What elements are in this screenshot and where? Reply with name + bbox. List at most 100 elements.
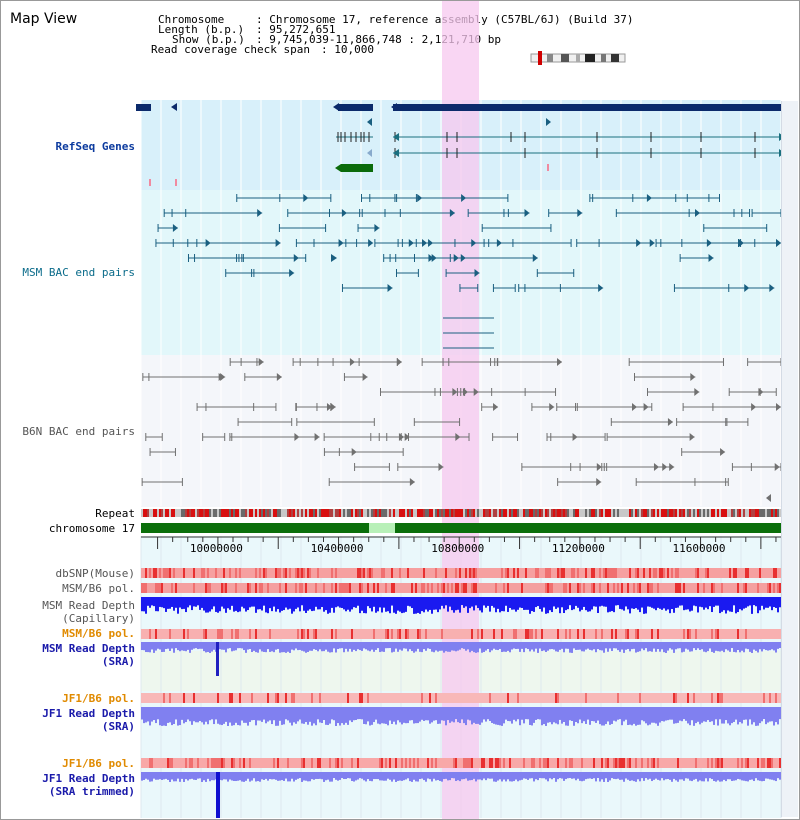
msm-depth-sra-bar: [561, 642, 563, 649]
msm-depth-sra-bar: [505, 642, 507, 652]
msm-bac-pair-arrow: [649, 239, 655, 247]
msm-depth-sra-bar: [545, 642, 547, 652]
track-label-msm-depth-capillary[interactable]: MSM Read Depth (Capillary): [42, 599, 135, 625]
track-label-msm-b6-pol-sra[interactable]: MSM/B6 pol.: [62, 627, 135, 640]
jf1-depth-trim-bar: [661, 772, 663, 779]
msm-b6-pol-mark: [341, 583, 343, 593]
msm-b6-pol-sra-mark: [647, 629, 649, 639]
msm-b6-pol-mark: [749, 583, 751, 593]
msm-b6-pol-mark: [197, 583, 199, 593]
jf1-b6-pol-trim-mark: [175, 758, 177, 768]
msm-depth-sra-bar: [719, 642, 721, 652]
jf1-b6-pol-trim-mark: [289, 758, 291, 768]
jf1-b6-pol-trim-mark: [165, 758, 167, 768]
jf1-depth-trim-bar: [711, 772, 713, 780]
jf1-depth-trim-bar: [419, 772, 421, 780]
msm-bac-pair-arrow: [769, 284, 775, 292]
msm-depth-sra-bar: [585, 642, 587, 650]
msm-depth-capillary-bar: [635, 597, 637, 609]
jf1-b6-pol-mark: [543, 693, 545, 703]
track-label-msm-depth-sra[interactable]: MSM Read Depth (SRA): [42, 642, 135, 668]
msm-b6-pol-mark: [503, 583, 505, 593]
dbsnp-mark: [627, 568, 629, 578]
msm-b6-pol-sra-mark: [335, 629, 337, 639]
repeat-mark: [319, 509, 321, 517]
track-label-jf1-depth-trimmed[interactable]: JF1 Read Depth (SRA trimmed): [42, 772, 135, 798]
dbsnp-mark: [593, 568, 595, 578]
msm-b6-pol-sra-mark: [561, 629, 563, 639]
msm-depth-sra-bar: [267, 642, 269, 650]
track-label-dbsnp[interactable]: dbSNP(Mouse): [55, 567, 135, 580]
jf1-b6-pol-mark: [613, 693, 615, 703]
msm-depth-capillary-bar: [331, 597, 333, 608]
jf1-b6-pol-trim-mark: [393, 758, 395, 768]
dbsnp-mark: [449, 568, 451, 578]
dbsnp-mark: [155, 568, 157, 578]
jf1-depth-sra-bar: [509, 707, 511, 722]
dbsnp-mark: [643, 568, 645, 578]
msm-depth-capillary-bar: [149, 597, 151, 608]
repeat-mark: [431, 509, 433, 517]
jf1-b6-pol-mark: [627, 693, 629, 703]
jf1-depth-sra-bar: [153, 707, 155, 721]
track-label-chromosome[interactable]: chromosome 17: [48, 522, 135, 535]
jf1-b6-pol-mark: [209, 693, 211, 703]
jf1-b6-pol-mark: [171, 693, 173, 703]
jf1-b6-pol-mark: [333, 693, 335, 703]
msm-b6-pol-mark: [291, 583, 293, 593]
repeat-mark: [687, 509, 689, 517]
track-label-b6n-bac[interactable]: B6N BAC end pairs: [22, 425, 135, 438]
track-label-msm-bac[interactable]: MSM BAC end pairs: [22, 266, 135, 279]
jf1-b6-pol-trim-mark: [307, 758, 309, 768]
msm-b6-pol-mark: [437, 583, 439, 593]
msm-b6-pol-sra-mark: [757, 629, 759, 639]
jf1-depth-sra-bar: [155, 707, 157, 724]
msm-depth-sra-bar: [517, 642, 519, 649]
msm-depth-capillary-bar: [647, 597, 649, 607]
track-label-msm-b6-pol[interactable]: MSM/B6 pol.: [62, 582, 135, 595]
msm-depth-capillary-bar: [271, 597, 273, 612]
jf1-b6-pol-trim-mark: [637, 758, 639, 768]
msm-depth-sra-bar: [187, 642, 189, 650]
jf1-depth-trim-bar: [209, 772, 211, 782]
msm-b6-pol-sra-mark: [591, 629, 593, 639]
jf1-depth-trim-bar: [337, 772, 339, 781]
vertical-scrollbar[interactable]: [781, 101, 798, 817]
jf1-depth-sra-bar: [333, 707, 335, 721]
track-label-jf1-depth-sra[interactable]: JF1 Read Depth (SRA): [42, 707, 135, 733]
jf1-b6-pol-trim-mark: [639, 758, 641, 768]
jf1-depth-trim-bar: [775, 772, 777, 782]
jf1-depth-trim-bar: [639, 772, 641, 782]
track-label-refseq[interactable]: RefSeq Genes: [55, 140, 135, 153]
track-label-repeat[interactable]: Repeat: [95, 507, 135, 520]
jf1-depth-sra-bar: [441, 707, 443, 721]
msm-depth-capillary-bar: [449, 597, 451, 607]
msm-bac-pair-arrow: [417, 194, 423, 202]
jf1-depth-sra-bar: [649, 707, 651, 725]
msm-b6-pol-sra-mark: [341, 629, 343, 639]
jf1-depth-trim-bar: [407, 772, 409, 779]
msm-depth-sra-bar: [613, 642, 615, 649]
dbsnp-mark: [571, 568, 573, 578]
msm-b6-pol-mark: [511, 583, 513, 593]
msm-b6-pol-sra-mark: [663, 629, 665, 639]
msm-depth-capillary-bar: [463, 597, 465, 608]
msm-b6-pol-sra-mark: [731, 629, 733, 639]
msm-b6-pol-sra-mark: [419, 629, 421, 639]
track-label-jf1-b6-pol-trim[interactable]: JF1/B6 pol.: [62, 757, 135, 770]
jf1-b6-pol-trim-mark: [413, 758, 415, 768]
jf1-depth-sra-bar: [731, 707, 733, 724]
dbsnp-mark: [483, 568, 485, 578]
msm-depth-capillary-bar: [761, 597, 763, 606]
msm-b6-pol-sra-mark: [721, 629, 723, 639]
repeat-mark: [161, 509, 163, 517]
track-label-jf1-b6-pol[interactable]: JF1/B6 pol.: [62, 692, 135, 705]
msm-b6-pol-mark: [469, 583, 471, 593]
msm-b6-pol-sra-mark: [547, 629, 549, 639]
msm-b6-pol-sra-mark: [529, 629, 531, 639]
msm-depth-capillary-bar: [677, 597, 679, 608]
jf1-depth-trim-bar: [249, 772, 251, 782]
